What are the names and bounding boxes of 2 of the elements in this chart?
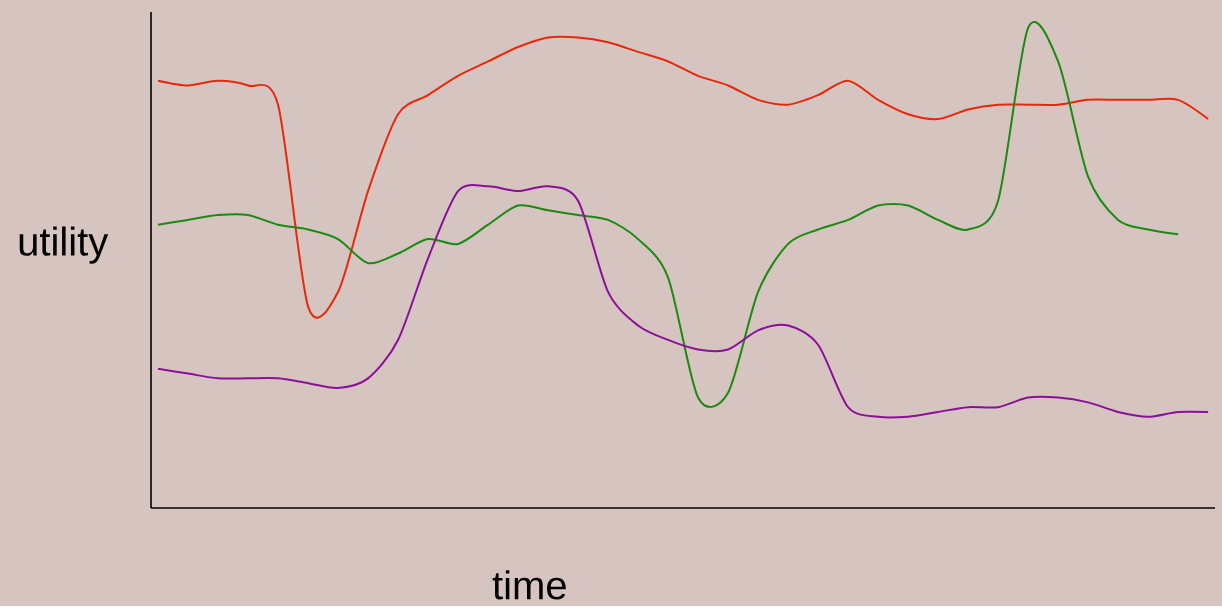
y-axis-title: utility <box>19 226 109 264</box>
x-axis-title: time <box>492 570 566 600</box>
